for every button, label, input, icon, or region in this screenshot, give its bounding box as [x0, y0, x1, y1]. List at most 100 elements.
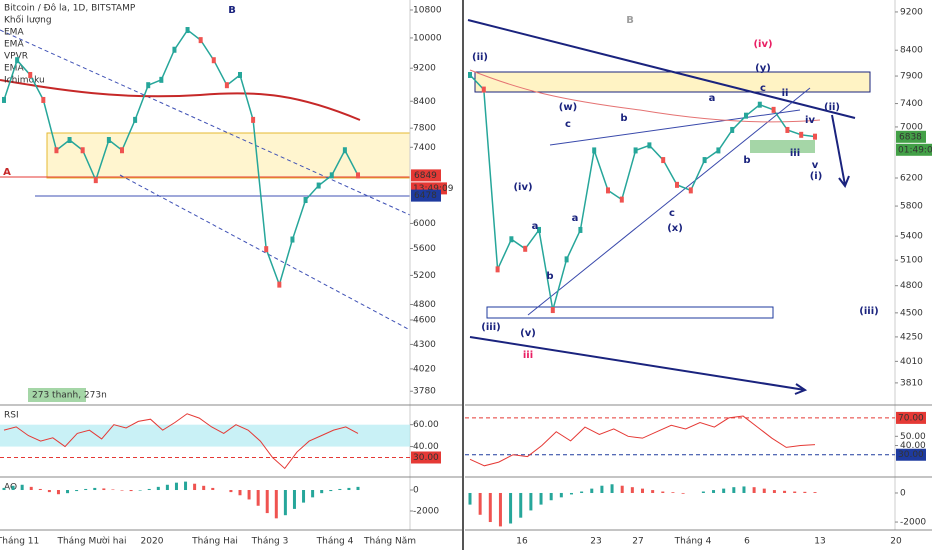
candle	[15, 57, 20, 64]
time-label: 20	[890, 537, 902, 547]
ao-bar	[752, 487, 756, 493]
ao-bar	[329, 490, 333, 492]
wave-label: a	[709, 93, 716, 104]
ao-bar	[488, 492, 492, 523]
rsi-tick-label: 50.00	[900, 432, 926, 442]
candle	[481, 86, 486, 93]
ao-bar	[174, 482, 178, 491]
ao-bar	[356, 486, 360, 491]
time-label: Tháng Mười hai	[56, 536, 126, 547]
wave-label: b	[620, 113, 627, 124]
last-price-label: 6838	[899, 132, 922, 142]
ao-bar	[681, 492, 685, 494]
y-tick-label: 4020	[413, 364, 436, 374]
candle	[785, 126, 790, 133]
zone-box	[474, 71, 871, 93]
wave-label: B	[626, 15, 634, 26]
ao-bar	[320, 490, 324, 494]
ao-bar	[590, 488, 594, 493]
ao-bar	[468, 492, 472, 505]
ao-label: AO	[4, 483, 17, 493]
wave-label: c	[669, 208, 675, 219]
ao-bar	[620, 485, 624, 493]
candle	[564, 256, 569, 263]
wave-label: v	[812, 160, 819, 171]
ao-bar	[292, 490, 296, 509]
y-tick-label: 3810	[900, 378, 923, 388]
y-tick-label: 5200	[413, 271, 436, 281]
candle	[606, 187, 610, 194]
symbol-title: Bitcoin / Đô la, 1D, BITSTAMP	[4, 3, 136, 14]
ao-bar	[539, 492, 543, 505]
wave-label: c	[565, 119, 571, 130]
ao-bar	[712, 490, 716, 493]
ao-bar	[238, 490, 242, 496]
y-tick-label: 5100	[900, 256, 923, 266]
wave-label: (w)	[559, 102, 577, 113]
ao-bar	[338, 488, 342, 491]
ao-bar	[256, 490, 260, 506]
ao-bar	[519, 492, 523, 518]
candle	[716, 147, 721, 154]
ao-bar	[311, 490, 315, 498]
ao-bar	[630, 487, 634, 493]
triangle-line	[527, 87, 811, 316]
last-price-tag	[411, 169, 441, 182]
candle	[702, 157, 707, 164]
y-tick-label: 5400	[900, 232, 923, 242]
moving-average	[0, 79, 361, 121]
time-label: Tháng Hai	[191, 537, 238, 547]
ao-bar	[84, 488, 88, 491]
ao-bar	[529, 492, 533, 511]
wave-label: ii	[782, 88, 789, 99]
ao-bar	[742, 486, 746, 493]
ao-bar	[772, 490, 776, 493]
wave-label: iii	[523, 350, 533, 361]
candle	[316, 182, 321, 189]
time-label: Tháng 3	[251, 537, 289, 547]
y-tick-label: 5600	[413, 244, 436, 254]
candle	[28, 71, 33, 78]
y-tick-label: 4800	[413, 300, 436, 310]
ao-bar	[610, 484, 614, 493]
ao-tick-label: -2000	[900, 518, 926, 528]
time-label: Tháng Năm	[363, 537, 416, 547]
candle	[675, 181, 679, 188]
candle	[647, 142, 652, 149]
rsi-line	[469, 415, 816, 467]
wave-label: (i)	[810, 171, 823, 182]
candle	[578, 226, 583, 233]
cloud	[750, 140, 815, 153]
ao-bar	[783, 490, 787, 493]
time-label: Tháng 11	[0, 537, 39, 547]
ao-bar	[549, 492, 553, 501]
ao-bar	[671, 492, 675, 493]
wave-label: (iv)	[513, 182, 532, 193]
ao-bar	[347, 487, 351, 491]
wave-label: (iii)	[859, 306, 878, 317]
ao-bar	[701, 491, 705, 493]
time-label: 16	[516, 537, 528, 547]
last-price-label: 6849	[414, 171, 437, 181]
time-label: 23	[590, 537, 601, 547]
ao-bar	[56, 490, 60, 495]
time-label: Tháng 4	[674, 537, 712, 547]
y-tick-label: 5800	[900, 202, 923, 212]
indicator-label: Ichimoku	[4, 76, 45, 86]
indicator-label: EMA	[4, 28, 24, 38]
y-tick-label: 8400	[900, 46, 923, 56]
candle	[661, 157, 666, 164]
ao-bar	[722, 488, 726, 493]
wave-label: c	[760, 83, 766, 94]
ao-tick-label: 0	[413, 486, 419, 496]
time-label: 2020	[141, 537, 164, 547]
ao-bar	[661, 491, 665, 493]
y-tick-label: 4500	[900, 308, 923, 318]
y-tick-label: 4300	[413, 340, 436, 350]
price-line	[3, 28, 359, 288]
candle	[303, 197, 308, 204]
rsi-level-tag	[896, 411, 926, 424]
candle	[550, 307, 555, 314]
candle	[67, 136, 72, 143]
wave-label: a	[572, 213, 579, 224]
